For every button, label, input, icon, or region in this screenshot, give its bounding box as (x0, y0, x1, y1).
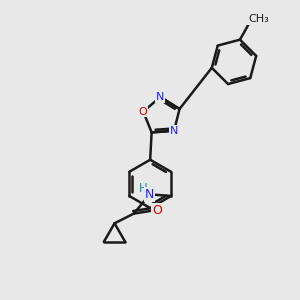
Text: N: N (145, 188, 154, 201)
Text: N: N (156, 92, 165, 102)
Text: H: H (139, 182, 148, 194)
Text: N: N (170, 126, 178, 136)
Text: O: O (139, 106, 148, 116)
Text: O: O (152, 204, 162, 217)
Text: CH₃: CH₃ (248, 14, 269, 24)
